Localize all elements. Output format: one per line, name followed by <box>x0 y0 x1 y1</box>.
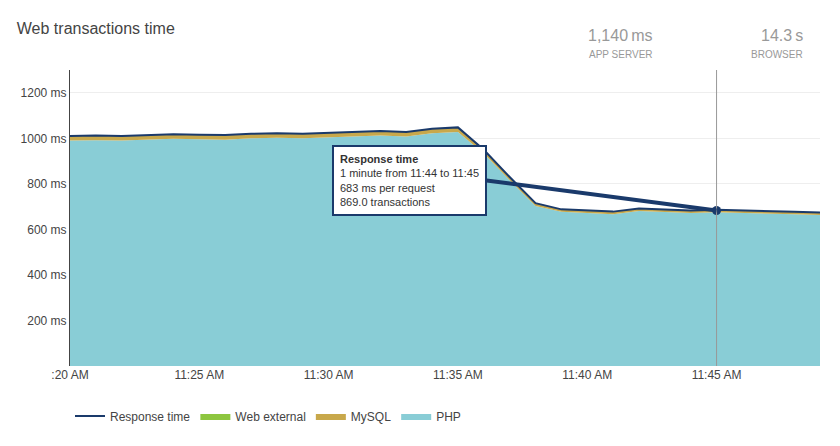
svg-text:200 ms: 200 ms <box>27 314 66 328</box>
svg-text:400 ms: 400 ms <box>27 268 66 282</box>
svg-text:1,140 ms: 1,140 ms <box>588 27 653 44</box>
svg-text:800 ms: 800 ms <box>27 177 66 191</box>
svg-text:Response time: Response time <box>110 410 190 424</box>
svg-text:600 ms: 600 ms <box>27 223 66 237</box>
svg-text:11:45 AM: 11:45 AM <box>692 368 742 382</box>
svg-text:1200 ms: 1200 ms <box>21 86 67 100</box>
svg-text:BROWSER: BROWSER <box>751 49 803 60</box>
svg-text:MySQL: MySQL <box>351 410 391 424</box>
svg-text:Web external: Web external <box>235 410 305 424</box>
svg-text:11:40 AM: 11:40 AM <box>562 368 612 382</box>
svg-text:APP SERVER: APP SERVER <box>589 49 653 60</box>
svg-text:Web transactions time: Web transactions time <box>17 20 175 37</box>
svg-text:Response time1 minute from 11:: Response time1 minute from 11:44 to 11:4… <box>340 153 479 208</box>
svg-text:11:25 AM: 11:25 AM <box>174 368 224 382</box>
svg-text:11:30 AM: 11:30 AM <box>304 368 354 382</box>
svg-text:11:35 AM: 11:35 AM <box>433 368 483 382</box>
svg-text:14.3 s: 14.3 s <box>761 27 803 44</box>
svg-text::20 AM: :20 AM <box>51 368 88 382</box>
svg-text:PHP: PHP <box>436 410 461 424</box>
svg-text:1000 ms: 1000 ms <box>21 132 67 146</box>
